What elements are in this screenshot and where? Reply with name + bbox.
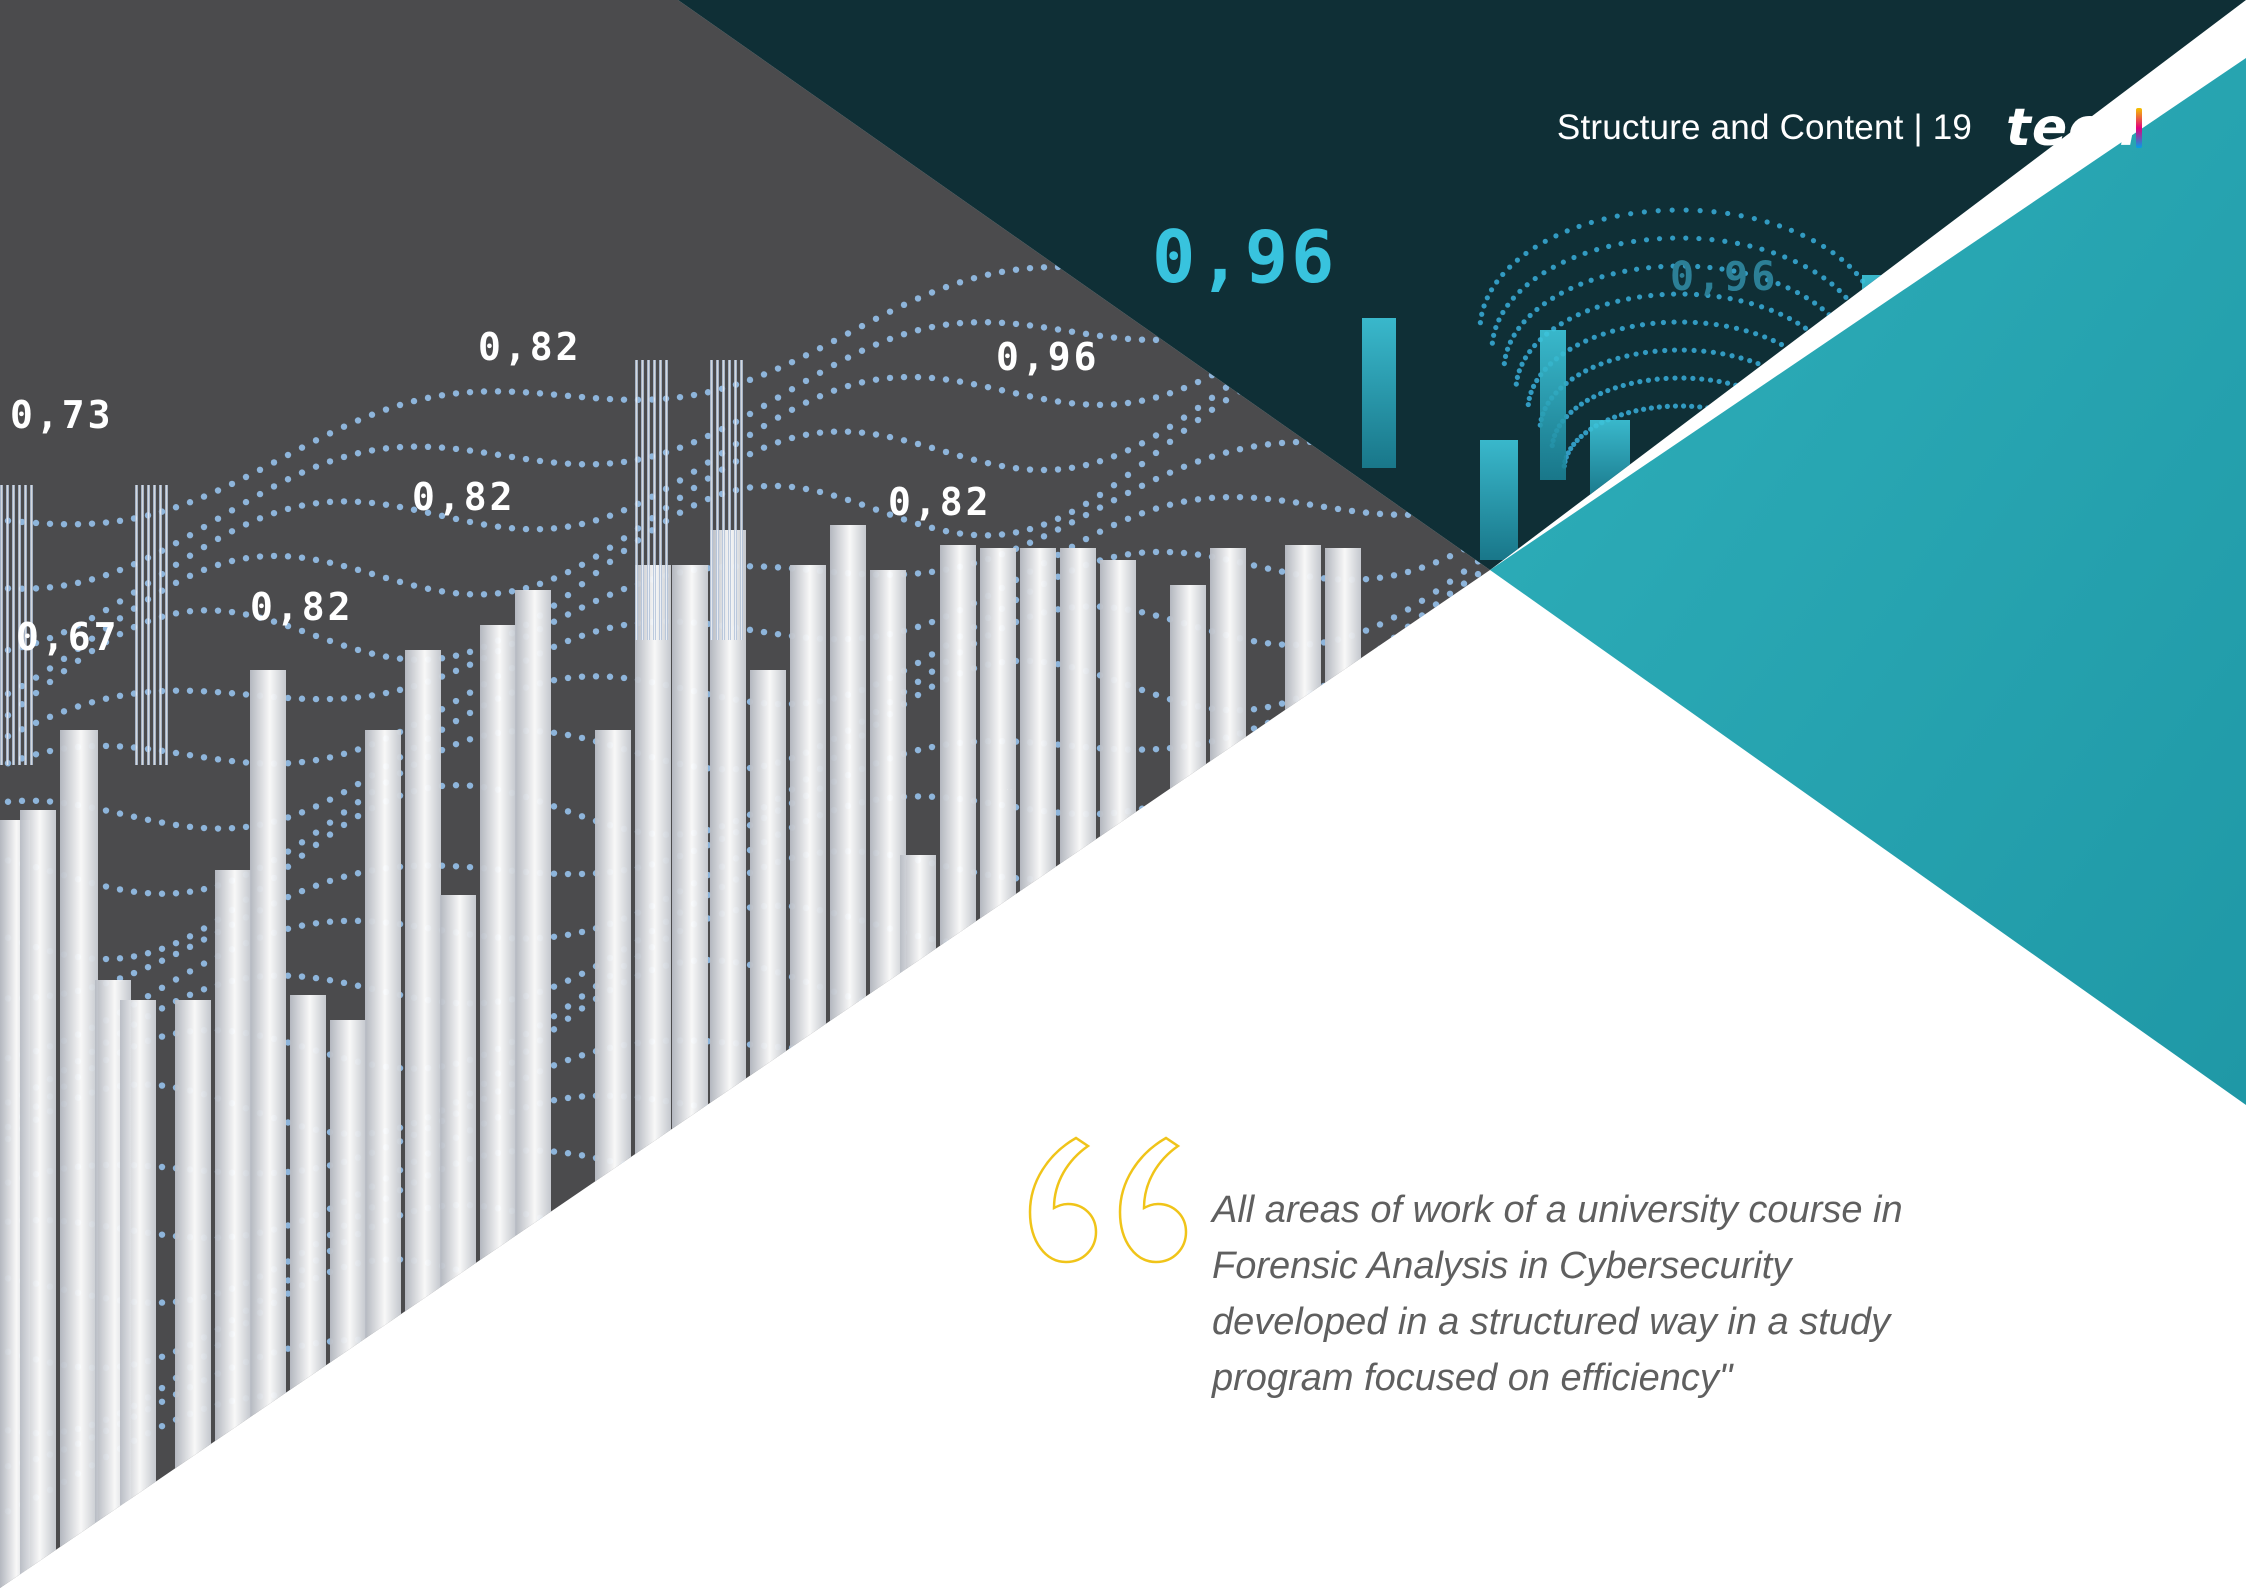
chart-bar <box>120 1000 156 1588</box>
chart-thin-bar <box>24 485 27 765</box>
chart-thin-bar <box>665 360 668 640</box>
chart-thin-bar <box>18 485 21 765</box>
chart-thin-bar <box>722 360 725 640</box>
chart-bar <box>1100 560 1136 1588</box>
chart-bar <box>790 565 826 1588</box>
section-title: Structure and Content | 19 <box>1556 108 1973 147</box>
chart-thin-bar <box>159 485 162 765</box>
quote-text: All areas of work of a university course… <box>1212 1189 1903 1399</box>
chart-thin-bar <box>147 485 150 765</box>
chart-thin-bar <box>135 485 138 765</box>
chart-thin-bar <box>12 485 15 765</box>
chart-thin-bar <box>659 360 662 640</box>
chart-thin-bar <box>740 360 743 640</box>
chart-thin-bar <box>716 360 719 640</box>
chart-thin-bar <box>734 360 737 640</box>
value-label: 0,82 <box>412 475 516 519</box>
chart-bar <box>1060 548 1096 1588</box>
chart-thin-bar <box>6 485 9 765</box>
chart-bar <box>1170 585 1206 1588</box>
chart-bar <box>480 625 516 1588</box>
value-label: 0,96 <box>1670 254 1778 300</box>
chart-bar <box>870 570 906 1588</box>
teal-dark-panel <box>678 0 2246 570</box>
chart-thin-bar <box>141 485 144 765</box>
chart-thin-bar <box>153 485 156 765</box>
chart-bar <box>1285 545 1321 1588</box>
teal-triangle <box>1490 58 2246 1105</box>
chart-thin-bar <box>710 360 713 640</box>
chart-thin-bar <box>641 360 644 640</box>
tech-logo: tech <box>2006 102 2142 154</box>
logo-text: tech <box>2006 98 2138 158</box>
chart-bar <box>60 730 98 1588</box>
chart-bar <box>175 1000 211 1588</box>
chart-teal-bar <box>1540 330 1566 480</box>
chart-thin-bar <box>653 360 656 640</box>
chart-teal-bar <box>1362 318 1396 468</box>
chart-bar <box>290 995 326 1588</box>
chart-bar <box>250 670 286 1588</box>
value-label: 0,82 <box>478 325 582 369</box>
chart-bar <box>980 548 1016 1588</box>
chart-bar <box>900 855 936 1588</box>
chart-thin-bar <box>647 360 650 640</box>
page-header: Structure and Content | 19 tech <box>1556 102 2142 154</box>
chart-bar <box>635 565 671 1588</box>
chart-bar <box>20 810 56 1588</box>
logo-accent-bar <box>2136 108 2142 148</box>
chart-thin-bar <box>635 360 638 640</box>
chart-bar <box>1325 548 1361 1588</box>
chart-bar <box>1210 548 1246 1588</box>
chart-bar <box>750 670 786 1588</box>
chart-bar <box>710 530 746 1588</box>
value-label: 0,67 <box>16 615 120 659</box>
chart-teal-bar <box>1480 440 1518 560</box>
chart-bar <box>405 650 441 1588</box>
chart-bar <box>1020 548 1056 1588</box>
chart-bar <box>330 1020 366 1588</box>
chart-thin-bar <box>0 485 3 765</box>
value-label: 0,82 <box>888 480 992 524</box>
chart-bar <box>830 525 866 1588</box>
chart-bar <box>215 870 251 1588</box>
chart-thin-bar <box>728 360 731 640</box>
chart-bar <box>940 545 976 1588</box>
chart-bar <box>365 730 401 1588</box>
value-label: 0,96 <box>1152 215 1337 299</box>
chart-thin-bar <box>30 485 33 765</box>
value-label: 0,73 <box>10 393 114 437</box>
chart-bar <box>595 730 631 1588</box>
chart-bar <box>440 895 476 1588</box>
value-label: 0,82 <box>1000 789 1014 791</box>
quote-mark-icon <box>1028 1136 1188 1264</box>
chart-bar <box>672 565 708 1588</box>
chart-thin-bar <box>165 485 168 765</box>
chart-bar <box>515 590 551 1588</box>
value-label: 0,96 <box>996 335 1100 379</box>
value-label: 0,82 <box>250 585 354 629</box>
